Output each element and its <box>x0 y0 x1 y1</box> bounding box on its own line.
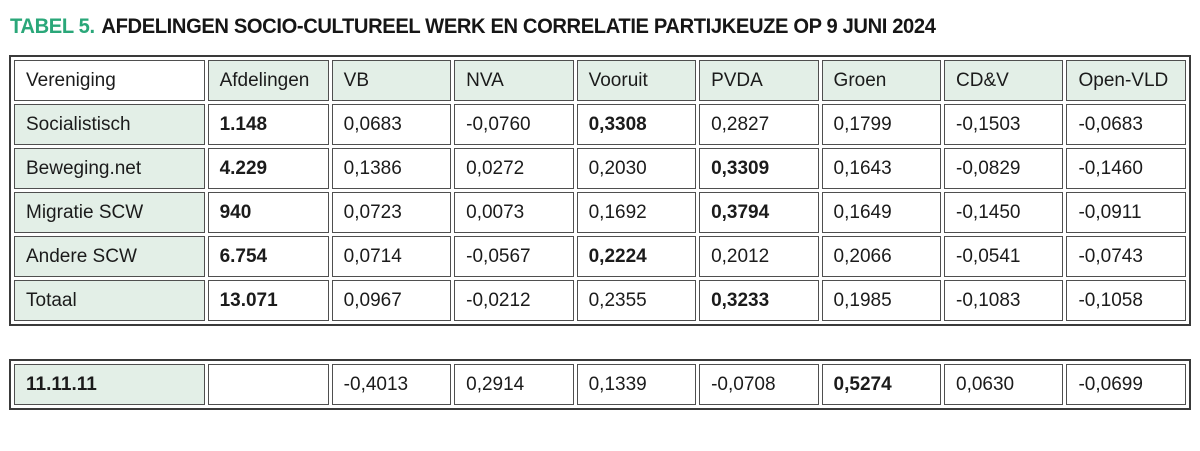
footer-table: 11.11.11 -0,4013 0,2914 0,1339 -0,0708 0,5274… <box>11 361 1189 408</box>
value-cell: 0,2914 <box>454 364 574 406</box>
value-cell: 0,0073 <box>454 192 574 234</box>
value-cell: 0,0723 <box>331 192 452 234</box>
value-cell: 0,0683 <box>331 104 452 146</box>
value-cell: 0,1692 <box>576 192 697 234</box>
value-cell: -0,1450 <box>944 192 1064 234</box>
value-cell: 0,5274 <box>821 364 942 406</box>
table-row: Andere SCW 6.754 0,0714 -0,0567 0,2224 0,2012… <box>14 236 1186 278</box>
header-cell-open-vld: Open-VLD <box>1066 60 1186 102</box>
value-cell: 0,3309 <box>699 148 819 190</box>
value-cell: 0,2066 <box>821 236 942 278</box>
row-label-cell: Socialistisch <box>14 104 205 146</box>
main-table-body: Socialistisch 1.148 0,0683 -0,0760 0,3308 0,2… <box>14 104 1186 322</box>
value-cell: 0,2224 <box>576 236 697 278</box>
value-cell: -0,0212 <box>454 280 574 322</box>
secondary-table-11-11-11: 11.11.11 -0,4013 0,2914 0,1339 -0,0708 0,5274… <box>9 359 1191 411</box>
row-label-cell: 11.11.11 <box>14 364 205 406</box>
value-cell: 0,0714 <box>331 236 452 278</box>
value-cell: -0,0699 <box>1066 364 1186 406</box>
header-cell-pvda: PVDA <box>699 60 819 102</box>
table-title: TABEL 5. AFDELINGEN SOCIO-CULTUREEL WERK … <box>10 14 1144 39</box>
table-row: Beweging.net 4.229 0,1386 0,0272 0,2030 0,330… <box>14 148 1186 190</box>
main-correlation-table: Vereniging Afdelingen VB NVA Vooruit PVDA Groe… <box>9 55 1191 327</box>
value-cell: -0,0760 <box>454 104 574 146</box>
afdelingen-cell: 4.229 <box>207 148 329 190</box>
afdelingen-cell: 6.754 <box>207 236 329 278</box>
value-cell: 0,1339 <box>576 364 697 406</box>
afdelingen-cell <box>207 364 329 406</box>
value-cell: 0,2012 <box>699 236 819 278</box>
value-cell: -0,0683 <box>1066 104 1186 146</box>
value-cell: 0,3308 <box>576 104 697 146</box>
value-cell: -0,0708 <box>699 364 819 406</box>
value-cell: 0,1985 <box>821 280 942 322</box>
value-cell: 0,0272 <box>454 148 574 190</box>
value-cell: -0,1460 <box>1066 148 1186 190</box>
value-cell: 0,1649 <box>821 192 942 234</box>
value-cell: 0,2030 <box>576 148 697 190</box>
value-cell: -0,1083 <box>944 280 1064 322</box>
table-title-number: TABEL 5. <box>10 15 95 38</box>
row-label-cell: Migratie SCW <box>14 192 205 234</box>
value-cell: -0,1058 <box>1066 280 1186 322</box>
value-cell: -0,0567 <box>454 236 574 278</box>
value-cell: 0,0967 <box>331 280 452 322</box>
main-table-header: Vereniging Afdelingen VB NVA Vooruit PVDA Groe… <box>14 60 1186 102</box>
table-row: 11.11.11 -0,4013 0,2914 0,1339 -0,0708 0,5274… <box>14 364 1186 406</box>
table-row: Migratie SCW 940 0,0723 0,0073 0,1692 0,3794 0… <box>14 192 1186 234</box>
header-cell-cd-v: CD&V <box>944 60 1064 102</box>
header-row: Vereniging Afdelingen VB NVA Vooruit PVDA Groe… <box>14 60 1186 102</box>
table-title-text: AFDELINGEN SOCIO-CULTUREEL WERK EN CORRE… <box>101 15 936 38</box>
value-cell: 0,2827 <box>699 104 819 146</box>
value-cell: -0,0829 <box>944 148 1064 190</box>
value-cell: 0,2355 <box>576 280 697 322</box>
header-cell-afdelingen: Afdelingen <box>207 60 329 102</box>
table-row: Socialistisch 1.148 0,0683 -0,0760 0,3308 0,2… <box>14 104 1186 146</box>
afdelingen-cell: 940 <box>207 192 329 234</box>
header-cell-vb: VB <box>331 60 452 102</box>
value-cell: 0,3233 <box>699 280 819 322</box>
value-cell: -0,0541 <box>944 236 1064 278</box>
value-cell: -0,4013 <box>331 364 452 406</box>
header-cell-vereniging: Vereniging <box>14 60 205 102</box>
value-cell: -0,0743 <box>1066 236 1186 278</box>
afdelingen-cell: 13.071 <box>207 280 329 322</box>
header-cell-nva: NVA <box>454 60 574 102</box>
row-label-cell: Beweging.net <box>14 148 205 190</box>
afdelingen-cell: 1.148 <box>207 104 329 146</box>
value-cell: 0,1799 <box>821 104 942 146</box>
row-label-cell: Andere SCW <box>14 236 205 278</box>
value-cell: 0,3794 <box>699 192 819 234</box>
value-cell: 0,0630 <box>944 364 1064 406</box>
table-row: Totaal 13.071 0,0967 -0,0212 0,2355 0,3233 0,1… <box>14 280 1186 322</box>
value-cell: -0,0911 <box>1066 192 1186 234</box>
main-table: Vereniging Afdelingen VB NVA Vooruit PVDA Groe… <box>11 57 1189 324</box>
header-cell-groen: Groen <box>821 60 942 102</box>
footer-table-body: 11.11.11 -0,4013 0,2914 0,1339 -0,0708 0,5274… <box>14 364 1186 406</box>
value-cell: -0,1503 <box>944 104 1064 146</box>
row-label-cell: Totaal <box>14 280 205 322</box>
value-cell: 0,1386 <box>331 148 452 190</box>
value-cell: 0,1643 <box>821 148 942 190</box>
header-cell-vooruit: Vooruit <box>576 60 697 102</box>
